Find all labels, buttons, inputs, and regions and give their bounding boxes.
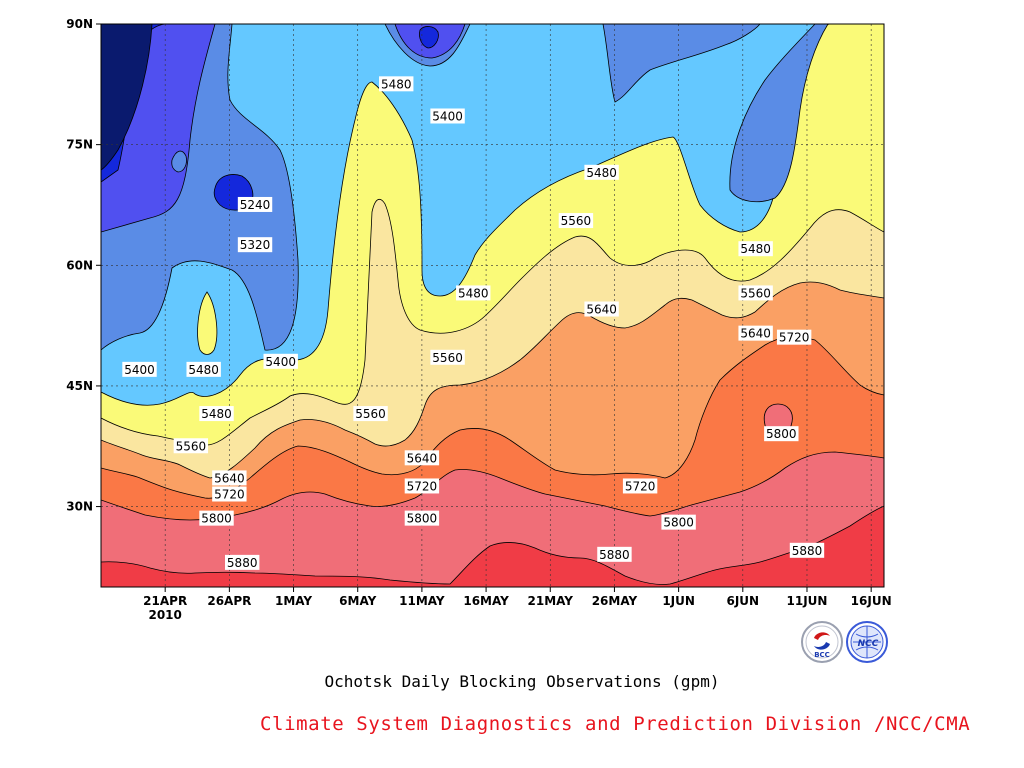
contour-label: 5400	[124, 363, 155, 377]
x-tick-label: 6JUN	[726, 594, 759, 608]
contour-label: 5800	[766, 427, 797, 441]
x-tick-label: 16JUN	[851, 594, 892, 608]
contour-label: 5560	[561, 214, 592, 228]
contour-label-box	[404, 478, 440, 494]
contour-label: 5800	[663, 516, 694, 530]
contour-label-box	[199, 406, 234, 422]
contour-label-box	[404, 450, 440, 466]
contour-label-box	[122, 361, 157, 377]
band-5320-spot	[171, 150, 187, 173]
y-tick-label: 45N	[66, 379, 93, 393]
contour-label: 5560	[355, 407, 386, 421]
x-axis-ticks: 21APR 26APR 1MAY 6MAY 11MAY 16MAY 21MAY 26MAY 1J…	[143, 587, 892, 622]
bcc-logo: BCC	[801, 621, 843, 663]
contour-label: 5400	[265, 355, 296, 369]
contour-label: 5800	[201, 512, 232, 526]
band-above-5880	[101, 505, 884, 587]
contour-label: 5480	[586, 166, 617, 180]
contour-label: 5480	[458, 286, 489, 300]
band-5320-core	[419, 26, 439, 49]
contour-label: 5560	[176, 439, 207, 453]
contour-label: 5240	[240, 198, 271, 212]
contour-label-box	[237, 237, 273, 253]
contour-label-box	[212, 470, 247, 486]
contour-label: 5560	[740, 286, 771, 300]
contour-label-box	[199, 510, 234, 526]
y-tick-label: 60N	[66, 258, 93, 272]
contour-label-box	[379, 76, 414, 92]
contour-label: 5480	[740, 242, 771, 256]
x-tick-label: 1MAY	[275, 594, 312, 608]
contour-label: 5640	[740, 327, 771, 341]
contour-label-box	[597, 546, 632, 562]
contour-label-box	[173, 438, 209, 454]
contour-label-box	[789, 542, 825, 558]
x-tick-label: 26MAY	[592, 594, 638, 608]
contour-label-box	[212, 486, 247, 502]
contour-label-box	[584, 164, 619, 180]
x-tick-label: 1JUN	[662, 594, 695, 608]
contour-label-box	[186, 361, 221, 377]
x-tick-label: 26APR	[207, 594, 251, 608]
contour-label-box	[224, 554, 260, 570]
x-tick-label: 11JUN	[787, 594, 828, 608]
contour-label: 5640	[407, 451, 438, 465]
band-5480-island	[197, 291, 218, 355]
contour-label-box	[430, 349, 465, 365]
contour-label-box	[456, 285, 491, 301]
chart-title: Ochotsk Daily Blocking Observations (gpm…	[324, 672, 720, 691]
contour-label: 5880	[599, 548, 630, 562]
contour-label: 5560	[432, 351, 463, 365]
band-5400-east	[729, 24, 829, 203]
contour-label-box	[404, 510, 440, 526]
contour-label: 5640	[586, 303, 617, 317]
plot-frame	[100, 23, 885, 588]
contour-label: 5800	[407, 512, 438, 526]
x-tick-label: 21APR	[143, 594, 187, 608]
contour-label: 5720	[779, 331, 810, 345]
contour-label: 5720	[407, 479, 438, 493]
contour-label: 5480	[381, 77, 412, 91]
y-tick-label: 30N	[66, 500, 93, 514]
x-tick-label: 21MAY	[528, 594, 574, 608]
band-5800-5880	[101, 451, 884, 587]
contour-label: 5400	[432, 109, 463, 123]
contour-label: 5720	[214, 488, 245, 502]
contour-label-box	[558, 213, 594, 229]
y-tick-label: 75N	[66, 138, 93, 152]
contour-label: 5720	[625, 479, 656, 493]
contour-label: 5480	[201, 407, 232, 421]
x-year-label: 2010	[148, 608, 181, 622]
y-axis-ticks: 30N 45N 60N 75N 90N	[66, 17, 101, 514]
x-tick-label: 16MAY	[463, 594, 509, 608]
contour-label-box	[738, 325, 773, 341]
svg-text:BCC: BCC	[814, 651, 830, 659]
contour-label-box	[584, 301, 619, 317]
contour-label-box	[764, 426, 799, 442]
contour-label-box	[263, 353, 298, 369]
contour-label: 5880	[792, 544, 823, 558]
contour-label: 5320	[240, 238, 271, 252]
contour-label: 5880	[227, 556, 258, 570]
contour-label-box	[353, 406, 388, 422]
x-tick-label: 6MAY	[339, 594, 376, 608]
contour-label-box	[237, 196, 273, 212]
band-deepest-core	[101, 24, 153, 171]
svg-text:NCC: NCC	[858, 639, 879, 649]
contour-label: 5480	[188, 363, 219, 377]
contour-label-box	[738, 285, 773, 301]
x-tick-label: 11MAY	[399, 594, 445, 608]
contour-fill-layer	[101, 24, 884, 587]
contour-label-box	[661, 514, 696, 530]
contour-label-box	[430, 108, 465, 124]
contour-label-box	[776, 329, 812, 345]
contour-label-box	[622, 478, 658, 494]
y-tick-label: 90N	[66, 17, 93, 31]
ncc-logo: NCC	[846, 621, 888, 663]
contour-labels: 5480 5400 5480 5240 5320 5560 5480 5480 5560 5640…	[122, 76, 825, 570]
credit-line: Climate System Diagnostics and Predictio…	[260, 713, 971, 735]
contour-label: 5640	[214, 471, 245, 485]
contour-label-box	[738, 241, 773, 257]
